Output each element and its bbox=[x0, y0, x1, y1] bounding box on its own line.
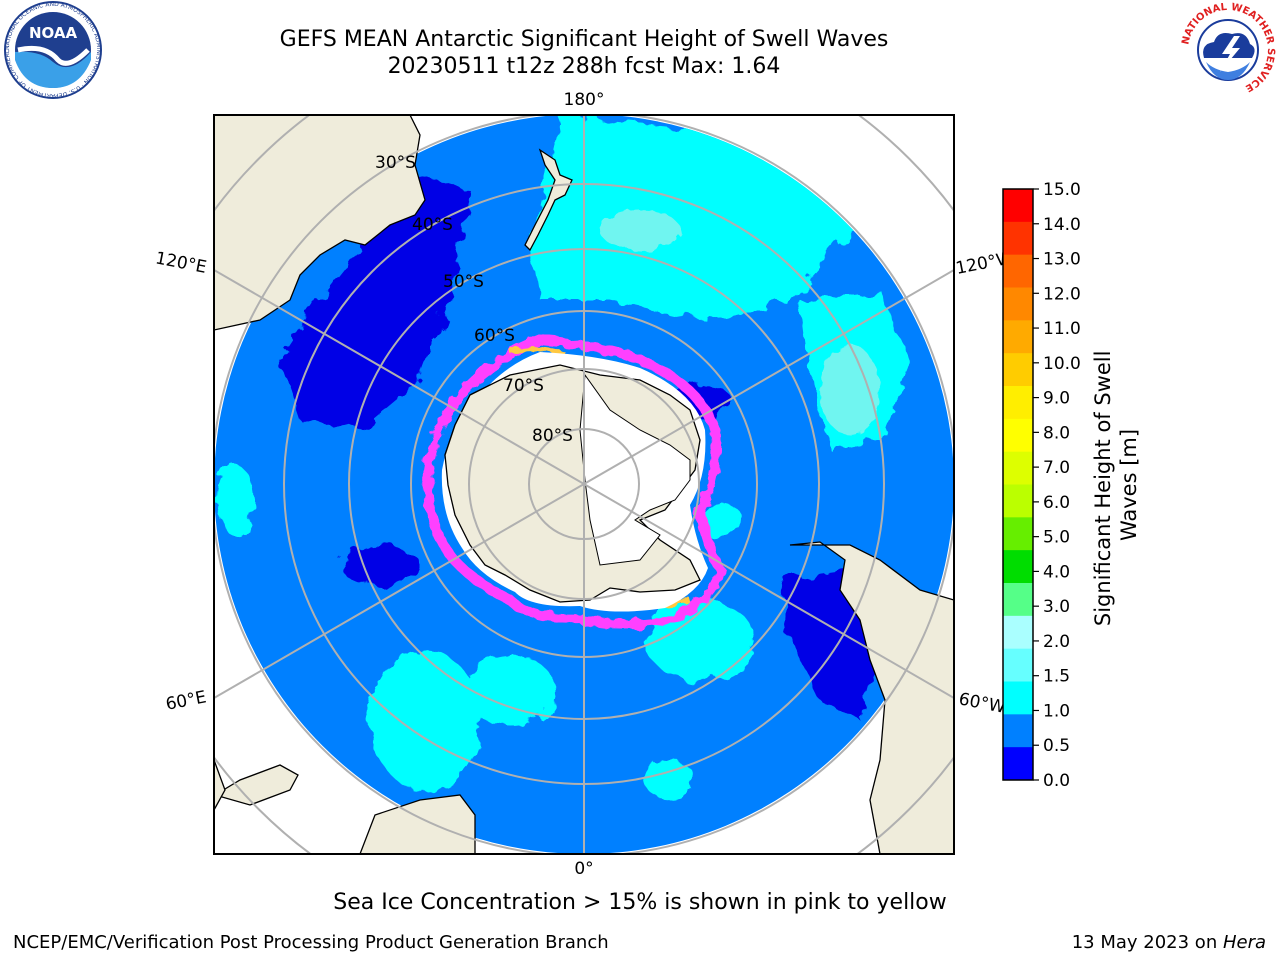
colorbar-tick-label: 7.0 bbox=[1043, 458, 1070, 478]
colorbar-tick-label: 8.0 bbox=[1043, 423, 1070, 443]
colorbar-band bbox=[1003, 451, 1033, 485]
colorbar-band bbox=[1003, 254, 1033, 288]
colorbar-band bbox=[1003, 353, 1033, 387]
colorbar-ticks: 15.0 14.0 13.0 12.0 11.0 10.0 9.0 8.0 7.0 6.0 5.0 4… bbox=[1033, 180, 1081, 791]
map-frame bbox=[213, 114, 955, 855]
nws-logo-icon: NATIONAL WEATHER SERVICE bbox=[1180, 2, 1276, 97]
colorbar-tick-label: 5.0 bbox=[1043, 528, 1070, 548]
colorbar-tick-label: 0.5 bbox=[1043, 736, 1070, 756]
colorbar-band bbox=[1003, 550, 1033, 584]
chart-title: GEFS MEAN Antarctic Significant Height o… bbox=[279, 27, 889, 52]
lat-label-70s: 70°S bbox=[503, 376, 544, 396]
colorbar-tick-label: 11.0 bbox=[1043, 319, 1081, 339]
lat-label-60s: 60°S bbox=[474, 326, 515, 346]
colorbar-band bbox=[1003, 648, 1033, 682]
lon-label-60e: 60°E bbox=[164, 687, 208, 714]
lon-label-0: 0° bbox=[574, 859, 593, 879]
lon-label-180: 180° bbox=[564, 90, 605, 110]
colorbar-tick-label: 1.0 bbox=[1043, 701, 1070, 721]
colorbar-bands bbox=[1003, 189, 1033, 781]
colorbar-band bbox=[1003, 320, 1033, 354]
footer-date: 13 May 2023 on Hera bbox=[1071, 932, 1266, 953]
madagascar-land bbox=[214, 764, 299, 806]
lat-label-80s: 80°S bbox=[532, 426, 573, 446]
footer-host: Hera bbox=[1222, 932, 1266, 953]
colorbar-tick-label: 12.0 bbox=[1043, 284, 1081, 304]
colorbar-band bbox=[1003, 681, 1033, 715]
colorbar-band bbox=[1003, 714, 1033, 748]
colorbar-tick-label: 13.0 bbox=[1043, 250, 1081, 270]
colorbar-band bbox=[1003, 287, 1033, 321]
colorbar-band bbox=[1003, 615, 1033, 650]
colorbar-band bbox=[1003, 418, 1033, 453]
colorbar-band bbox=[1003, 189, 1033, 223]
colorbar-tick-label: 15.0 bbox=[1043, 180, 1081, 200]
colorbar-tick-label: 2.0 bbox=[1043, 632, 1070, 652]
new-zealand-land bbox=[524, 148, 573, 252]
colorbar-band bbox=[1003, 484, 1033, 518]
colorbar-tick-label: 0.0 bbox=[1043, 771, 1070, 791]
africa-west-land bbox=[214, 759, 226, 811]
lon-label-120e: 120°E bbox=[154, 248, 209, 277]
polar-map: 30°S 40°S 50°S 60°S 70°S 80°S 180° 120°E… bbox=[154, 90, 1015, 879]
graticule bbox=[214, 115, 954, 854]
colorbar-tick-label: 9.0 bbox=[1043, 389, 1070, 409]
colorbar-tick-label: 4.0 bbox=[1043, 562, 1070, 582]
lat-label-30s: 30°S bbox=[375, 153, 416, 173]
colorbar-frame bbox=[1002, 188, 1034, 781]
colorbar-tick-label: 6.0 bbox=[1043, 493, 1070, 513]
chart-subtitle: 20230511 t12z 288h fcst Max: 1.64 bbox=[387, 54, 781, 79]
swell-1.5-2.0-regions bbox=[600, 210, 880, 435]
africa-land bbox=[359, 794, 476, 854]
lat-label-40s: 40°S bbox=[412, 215, 453, 235]
colorbar-tick-label: 3.0 bbox=[1043, 597, 1070, 617]
noaa-logo-icon: NATIONAL OCEANIC AND ATMOSPHERIC ADMINIS… bbox=[0, 0, 102, 99]
colorbar-label: Significant Height of Swell Waves [m] bbox=[1091, 344, 1141, 626]
colorbar-band bbox=[1003, 221, 1033, 256]
lat-label-50s: 50°S bbox=[443, 272, 484, 292]
colorbar-band bbox=[1003, 583, 1033, 617]
footer-credit: NCEP/EMC/Verification Post Processing Pr… bbox=[13, 932, 609, 953]
colorbar-tick-label: 10.0 bbox=[1043, 354, 1081, 374]
colorbar-band bbox=[1003, 517, 1033, 551]
colorbar-band bbox=[1003, 386, 1033, 420]
meridian-60e-120w bbox=[214, 269, 954, 699]
south-america-land bbox=[789, 541, 954, 854]
colorbar-band bbox=[1003, 747, 1033, 781]
sea-ice-caption: Sea Ice Concentration > 15% is shown in … bbox=[333, 890, 947, 915]
colorbar-tick-label: 14.0 bbox=[1043, 215, 1081, 235]
sea-ice-interior bbox=[441, 352, 708, 612]
noaa-logo-text: NOAA bbox=[29, 24, 78, 42]
colorbar: 15.0 14.0 13.0 12.0 11.0 10.0 9.0 8.0 7.0 6.0 5.0 4… bbox=[1002, 180, 1141, 791]
colorbar-tick-label: 1.5 bbox=[1043, 667, 1070, 687]
